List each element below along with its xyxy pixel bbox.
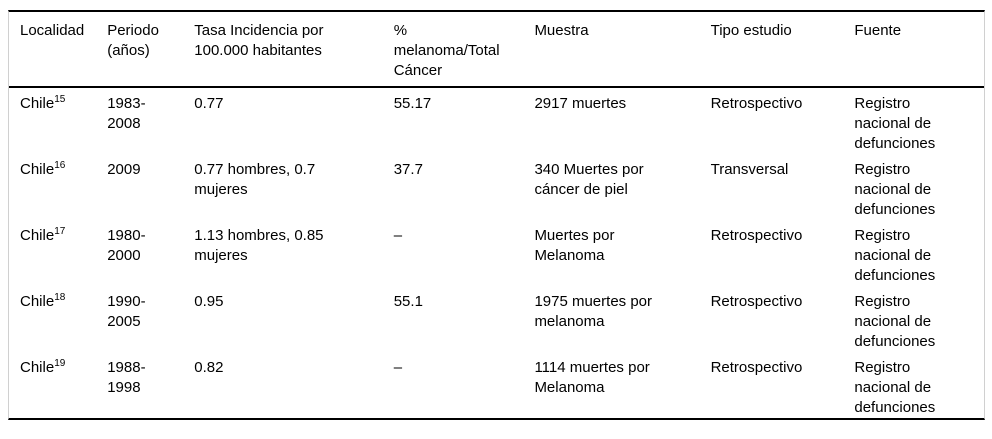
- localidad-text: Chile: [20, 227, 55, 244]
- cell-pct-melanoma: –: [393, 227, 403, 244]
- cell-fuente: Registro nacional de defunciones: [854, 359, 936, 416]
- column-header-periodo: Periodo (años): [107, 12, 195, 88]
- cell-muestra: 1114 muertes por Melanoma: [534, 359, 650, 396]
- column-header-fuente: Fuente: [854, 12, 984, 88]
- cell-periodo: 1983-2008: [107, 95, 146, 132]
- cell-tipo-estudio: Retrospectivo: [710, 359, 803, 376]
- cell-tasa-incidencia: 0.77: [194, 95, 224, 112]
- reference-superscript: 17: [54, 226, 66, 237]
- column-header-tipo-estudio: Tipo estudio: [710, 12, 855, 88]
- cell-localidad: Chile18: [9, 286, 107, 352]
- cell-muestra: 2917 muertes: [534, 95, 627, 112]
- study-comparison-table: Localidad Periodo (años) Tasa Incidencia…: [9, 12, 984, 418]
- cell-periodo: 1988-1998: [107, 359, 146, 396]
- reference-superscript: 19: [54, 358, 66, 369]
- table-row: Chile16 2009 0.77 hombres, 0.7 mujeres 3…: [9, 154, 984, 220]
- cell-tipo-estudio: Retrospectivo: [710, 227, 803, 244]
- cell-localidad: Chile15: [9, 87, 107, 154]
- table-body: Chile15 1983-2008 0.77 55.17 2917 muerte…: [9, 87, 984, 418]
- table-header: Localidad Periodo (años) Tasa Incidencia…: [9, 12, 984, 88]
- column-header-muestra: Muestra: [534, 12, 711, 88]
- cell-tasa-incidencia: 1.13 hombres, 0.85 mujeres: [194, 227, 324, 264]
- cell-localidad: Chile16: [9, 154, 107, 220]
- cell-tipo-estudio: Transversal: [710, 161, 789, 178]
- cell-fuente: Registro nacional de defunciones: [854, 227, 936, 284]
- table-row: Chile19 1988-1998 0.82 – 1114 muertes po…: [9, 352, 984, 418]
- cell-tasa-incidencia: 0.82: [194, 359, 224, 376]
- localidad-text: Chile: [20, 95, 55, 112]
- cell-periodo: 2009: [107, 161, 141, 178]
- cell-muestra: 1975 muertes por melanoma: [534, 293, 653, 330]
- column-header-localidad: Localidad: [9, 12, 108, 88]
- cell-tasa-incidencia: 0.77 hombres, 0.7 mujeres: [194, 161, 316, 198]
- column-header-pct-melanoma: % melanoma/Total Cáncer: [393, 12, 535, 88]
- header-row: Localidad Periodo (años) Tasa Incidencia…: [9, 12, 984, 88]
- cell-pct-melanoma: –: [393, 359, 403, 376]
- cell-tipo-estudio: Retrospectivo: [710, 95, 803, 112]
- cell-muestra: 340 Muertes por cáncer de piel: [534, 161, 644, 198]
- reference-superscript: 18: [54, 292, 66, 303]
- localidad-text: Chile: [20, 161, 55, 178]
- cell-fuente: Registro nacional de defunciones: [854, 95, 936, 152]
- table-row: Chile17 1980-2000 1.13 hombres, 0.85 muj…: [9, 220, 984, 286]
- reference-superscript: 15: [54, 94, 66, 105]
- cell-periodo: 1990-2005: [107, 293, 146, 330]
- cell-periodo: 1980-2000: [107, 227, 146, 264]
- cell-localidad: Chile17: [9, 220, 107, 286]
- cell-fuente: Registro nacional de defunciones: [854, 161, 936, 218]
- localidad-text: Chile: [20, 359, 55, 376]
- table-row: Chile18 1990-2005 0.95 55.1 1975 muertes…: [9, 286, 984, 352]
- cell-tipo-estudio: Retrospectivo: [710, 293, 803, 310]
- cell-pct-melanoma: 55.1: [393, 293, 423, 310]
- study-comparison-table-frame: Localidad Periodo (años) Tasa Incidencia…: [8, 10, 985, 420]
- cell-muestra: Muertes por Melanoma: [534, 227, 615, 264]
- cell-fuente: Registro nacional de defunciones: [854, 293, 936, 350]
- cell-pct-melanoma: 55.17: [393, 95, 432, 112]
- column-header-tasa-incidencia: Tasa Incidencia por 100.000 habitantes: [194, 12, 394, 88]
- localidad-text: Chile: [20, 293, 55, 310]
- cell-tasa-incidencia: 0.95: [194, 293, 224, 310]
- cell-localidad: Chile19: [9, 352, 107, 418]
- reference-superscript: 16: [54, 160, 66, 171]
- cell-pct-melanoma: 37.7: [393, 161, 423, 178]
- table-row: Chile15 1983-2008 0.77 55.17 2917 muerte…: [9, 87, 984, 154]
